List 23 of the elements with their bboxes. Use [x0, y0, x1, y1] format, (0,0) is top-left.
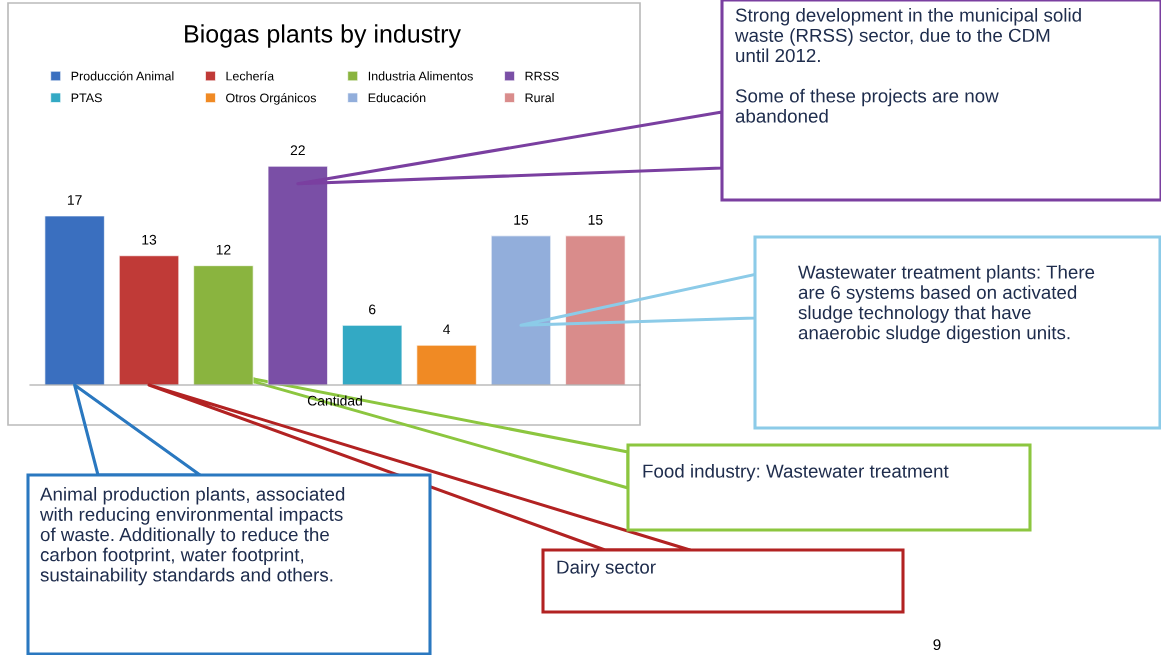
data-label: 6: [369, 304, 376, 315]
data-label: 13: [142, 234, 157, 245]
data-label: 17: [67, 195, 82, 205]
chart-title: Biogas plants by industry: [185, 24, 461, 48]
data-label: 4: [443, 324, 451, 335]
data-label: 12: [216, 244, 231, 255]
legend-label: Educación: [368, 92, 426, 103]
data-label: 22: [290, 145, 305, 156]
text: Strong development in the municipal solid waste (RRSS) sector, due to the CDM until 2012. Some of these projects are now abandoned: [734, 8, 1081, 123]
legend-label: Otros Orgánicos: [226, 92, 317, 105]
text: Wastewater treatment plants: There are 6 systems based on activated sludge technology that have anaerobic sludge digestion units.: [798, 265, 1095, 344]
text: Animal production plants, associated with reducing environmental impacts of waste. Additionally to reduce the carbon footprint, water footprint, sustainability standards and others.: [39, 487, 345, 586]
legend-label: Lechería: [226, 71, 275, 81]
legend-label: Industria Alimentos: [368, 71, 473, 81]
text: 9: [933, 639, 941, 651]
data-label: 15: [588, 215, 603, 225]
legend-label: Rural: [525, 93, 554, 103]
text: Food industry: Wastewater treatment: [643, 464, 949, 482]
legend-label: Producción Animal: [71, 71, 174, 81]
data-label: 15: [514, 215, 529, 225]
legend-label: PTAS: [71, 93, 102, 103]
text: Dairy sector: [557, 560, 656, 578]
legend-label: RRSS: [525, 71, 559, 81]
